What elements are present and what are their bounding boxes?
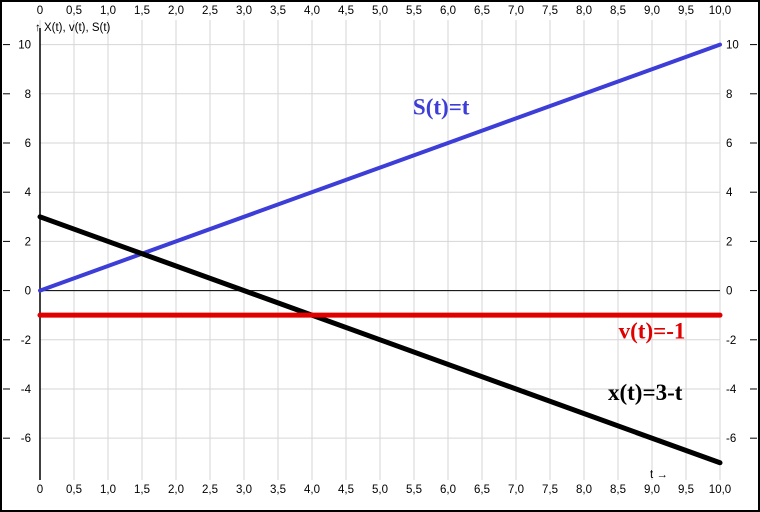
x-tick-label-bottom: 5,5 <box>406 484 422 496</box>
x-tick-label-bottom: 1,5 <box>134 484 150 496</box>
y-tick-label-left: 2 <box>25 236 31 248</box>
x-tick-label-top: 2,0 <box>168 5 184 17</box>
y-tick-label-left: 8 <box>25 89 31 101</box>
x-tick-label-top: 10,0 <box>709 5 731 17</box>
x-tick-label-top: 5,0 <box>372 5 388 17</box>
x-tick-label-bottom: 6,5 <box>474 484 490 496</box>
x-tick-label-top: 6,0 <box>440 5 456 17</box>
x-tick-label-bottom: 8,0 <box>576 484 592 496</box>
x-tick-label-bottom: 6,0 <box>440 484 456 496</box>
x-tick-label-top: 0 <box>37 5 43 17</box>
y-tick-label-right: -4 <box>726 384 737 396</box>
y-tick-label-left: 0 <box>25 286 31 298</box>
y-tick-label-right: 10 <box>726 40 739 52</box>
y-axis-title: ↑ X(t), v(t), S(t) <box>35 22 111 34</box>
x-tick-label-bottom: 9,0 <box>644 484 660 496</box>
x-tick-label-bottom: 3,5 <box>270 484 286 496</box>
series-line-0 <box>38 42 722 293</box>
x-tick-label-top: 4,5 <box>338 5 354 17</box>
x-tick-label-top: 0,5 <box>66 5 82 17</box>
y-tick-label-right: 6 <box>726 138 732 150</box>
x-tick-label-top: 2,5 <box>202 5 218 17</box>
x-tick-label-top: 7,0 <box>508 5 524 17</box>
x-tick-label-bottom: 1,0 <box>100 484 116 496</box>
tick-labels: 0 0 0,5 0,5 1,0 1,0 1,5 1,5 2,0 2,0 2,5 2,5 3,0 3,0 3,… <box>3 5 757 496</box>
x-tick-label-bottom: 7,5 <box>542 484 558 496</box>
y-tick-label-left: -4 <box>21 384 32 396</box>
y-tick-label-left: 6 <box>25 138 31 150</box>
x-tick-label-bottom: 9,5 <box>678 484 694 496</box>
y-tick-label-left: 10 <box>18 40 31 52</box>
x-tick-label-top: 6,5 <box>474 5 490 17</box>
x-tick-label-bottom: 2,0 <box>168 484 184 496</box>
y-tick-label-right: 4 <box>726 187 733 199</box>
y-tick-label-left: -2 <box>21 335 31 347</box>
x-tick-label-bottom: 4,5 <box>338 484 354 496</box>
y-tick-label-right: 2 <box>726 236 732 248</box>
y-tick-label-right: 8 <box>726 89 732 101</box>
x-tick-label-bottom: 0 <box>37 484 43 496</box>
x-tick-label-bottom: 8,5 <box>610 484 626 496</box>
x-tick-label-top: 4,0 <box>304 5 320 17</box>
x-axis-title: t → <box>650 469 668 481</box>
x-tick-label-top: 8,5 <box>610 5 626 17</box>
x-tick-label-top: 9,5 <box>678 5 694 17</box>
y-tick-label-right: -2 <box>726 335 736 347</box>
y-tick-label-right: 0 <box>726 286 732 298</box>
x-tick-label-bottom: 3,0 <box>236 484 252 496</box>
series-label-1: x(t)=3-t <box>608 380 683 405</box>
x-tick-label-bottom: 2,5 <box>202 484 218 496</box>
series-label-2: v(t)=-1 <box>619 319 686 344</box>
x-tick-label-top: 8,0 <box>576 5 592 17</box>
x-tick-label-top: 5,5 <box>406 5 422 17</box>
x-tick-label-top: 9,0 <box>644 5 660 17</box>
y-tick-label-left: -6 <box>21 433 31 445</box>
series-label-0: S(t)=t <box>413 95 470 120</box>
y-tick-label-left: 4 <box>25 187 32 199</box>
y-tick-label-right: -6 <box>726 433 736 445</box>
x-tick-label-top: 3,5 <box>270 5 286 17</box>
x-tick-label-top: 1,5 <box>134 5 150 17</box>
x-tick-label-bottom: 7,0 <box>508 484 524 496</box>
x-tick-label-top: 7,5 <box>542 5 558 17</box>
x-tick-label-bottom: 5,0 <box>372 484 388 496</box>
x-tick-label-bottom: 0,5 <box>66 484 82 496</box>
series-line-1 <box>37 214 723 466</box>
x-tick-label-top: 1,0 <box>100 5 116 17</box>
axes <box>39 28 720 480</box>
x-tick-label-top: 3,0 <box>236 5 252 17</box>
x-tick-label-bottom: 10,0 <box>709 484 731 496</box>
grid-lines <box>39 20 721 480</box>
x-tick-label-bottom: 4,0 <box>304 484 320 496</box>
